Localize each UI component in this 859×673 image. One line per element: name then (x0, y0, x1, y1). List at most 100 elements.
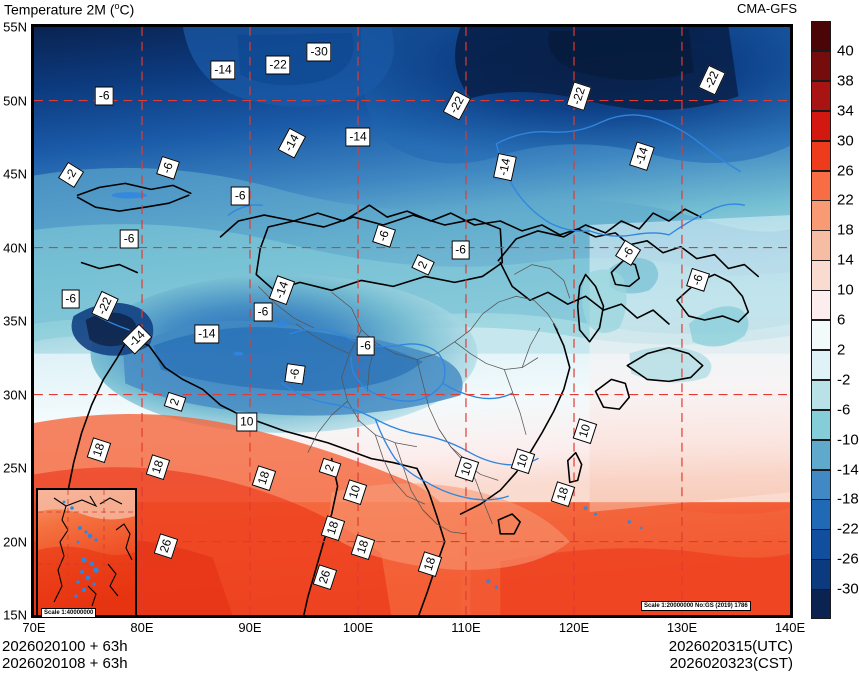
contour-label: 10 (342, 478, 368, 505)
longitude-tick-110E: 110E (451, 620, 481, 635)
colorbar-band-6 (811, 200, 831, 231)
contour-label: 18 (251, 465, 277, 492)
contour-label: 18 (86, 437, 112, 464)
colorbar-band-2 (811, 80, 831, 112)
colorbar-band-15 (811, 469, 831, 500)
latitude-tick-20N: 20N (3, 534, 27, 549)
colorbar-band-12 (811, 379, 831, 411)
contour-label: 18 (145, 453, 171, 480)
contour-label: -6 (94, 86, 114, 106)
contour-label: -30 (306, 42, 332, 62)
contour-label: 26 (153, 532, 179, 559)
contour-label: -22 (91, 290, 120, 322)
contour-label: -6 (614, 240, 642, 267)
colorbar-tick--10: -10 (837, 431, 859, 449)
contour-label: 2 (318, 458, 342, 478)
init-time-cst: 2026020108 + 63h (2, 655, 128, 672)
colorbar-band-16 (811, 499, 831, 530)
latitude-tick-50N: 50N (3, 93, 27, 108)
contour-label: -14 (492, 152, 517, 182)
colorbar-tick-22: 22 (837, 191, 854, 209)
colorbar-band-14 (811, 439, 831, 470)
contour-label: -6 (253, 302, 273, 322)
colorbar-tick-30: 30 (837, 132, 854, 150)
longitude-tick-140E: 140E (774, 620, 806, 635)
latitude-tick-40N: 40N (3, 240, 27, 255)
colorbar-band-19 (811, 589, 831, 620)
contour-label: -6 (356, 336, 375, 356)
latitude-tick-45N: 45N (3, 166, 27, 182)
contour-label: -14 (629, 141, 655, 172)
longitude-tick-120E: 120E (558, 620, 590, 635)
contour-label: -14 (277, 127, 307, 159)
contour-label: -14 (269, 274, 296, 306)
contour-label: -6 (230, 186, 250, 206)
colorbar-tick--18: -18 (837, 490, 859, 508)
colorbar-tick--14: -14 (837, 461, 859, 478)
map-frame[interactable]: -6 -14 -22 -30 -22 -22 -22 -14 -14 -14 -14 -2 -6 -6 -6… (31, 24, 793, 618)
contour-label-layer: -6 -14 -22 -30 -22 -22 -22 -14 -14 -14 -14 -2 -6 -6 -6… (34, 27, 790, 615)
longitude-tick-70E: 70E (22, 620, 46, 635)
contour-label: -6 (371, 223, 396, 248)
map-scale-label: Scale 1:20000000 No:GS (2019) 1786 (641, 601, 751, 611)
temperature-field-canvas (34, 27, 790, 615)
page-title-unit: C) (119, 1, 135, 18)
valid-time-utc: 2026020315(UTC) (668, 638, 793, 655)
contour-label: 26 (312, 563, 337, 590)
latitude-tick-15N: 15N (3, 607, 27, 623)
colorbar-band-17 (811, 529, 831, 560)
colorbar-band-8 (811, 260, 831, 291)
contour-label: -6 (119, 229, 139, 249)
contour-label: 10 (236, 412, 258, 432)
inset-map-south-china-sea[interactable] (36, 488, 137, 615)
model-label: CMA-GFS (737, 1, 797, 16)
longitude-tick-100E: 100E (342, 620, 374, 635)
colorbar-band-1 (811, 50, 831, 82)
contour-label: 10 (454, 456, 480, 483)
latitude-tick-55N: 55N (3, 19, 27, 35)
contour-label: 10 (572, 418, 598, 445)
page-title-text: Temperature 2M ( (4, 1, 115, 18)
page-title: Temperature 2M (oC) (4, 1, 134, 18)
contour-label: 18 (320, 515, 346, 542)
colorbar[interactable]: 40 38 34 30 26 22 18 14 10 6 2 -2 -6 -10 -14 -18 -22 -26 -… (811, 21, 859, 620)
colorbar-tick--2: -2 (837, 371, 851, 389)
contour-label: 2 (411, 254, 435, 276)
colorbar-tick--26: -26 (837, 550, 859, 568)
init-time-utc: 2026020100 + 63h (2, 638, 128, 655)
inset-scale-label: Scale 1:40000000 (41, 608, 97, 618)
contour-label: -14 (120, 322, 153, 355)
colorbar-tick--30: -30 (837, 580, 859, 598)
latitude-tick-30N: 30N (3, 387, 27, 402)
contour-label: -6 (284, 363, 307, 385)
inset-map-canvas (38, 490, 135, 615)
contour-label: -2 (57, 162, 84, 189)
colorbar-band-0 (811, 21, 831, 52)
contour-label: 18 (351, 534, 376, 561)
latitude-tick-35N: 35N (3, 313, 27, 329)
colorbar-tick-40: 40 (837, 42, 854, 60)
graticule (34, 27, 790, 615)
contour-label: -6 (155, 156, 180, 180)
colorbar-band-10 (811, 320, 831, 351)
colorbar-tick-14: 14 (837, 251, 854, 269)
contour-label: -22 (443, 89, 472, 121)
valid-time-cst: 2026020323(CST) (669, 655, 793, 672)
colorbar-band-7 (811, 230, 831, 261)
colorbar-tick-26: 26 (837, 162, 854, 179)
longitude-tick-80E: 80E (130, 620, 154, 635)
degree-symbol: o (114, 1, 120, 11)
colorbar-band-3 (811, 110, 831, 142)
longitude-axis: 70E 80E 90E 100E 110E 120E 130E 140E (22, 618, 805, 638)
colorbar-tick-6: 6 (837, 311, 846, 329)
contour-label: -6 (451, 240, 470, 260)
longitude-tick-90E: 90E (238, 620, 262, 635)
latitude-tick-25N: 25N (3, 460, 27, 476)
contour-label: -6 (686, 268, 711, 292)
longitude-tick-130E: 130E (666, 620, 698, 635)
colorbar-band-18 (811, 559, 831, 590)
contour-label: -14 (210, 60, 236, 80)
colorbar-band-9 (811, 290, 831, 321)
colorbar-tick-38: 38 (837, 72, 854, 90)
